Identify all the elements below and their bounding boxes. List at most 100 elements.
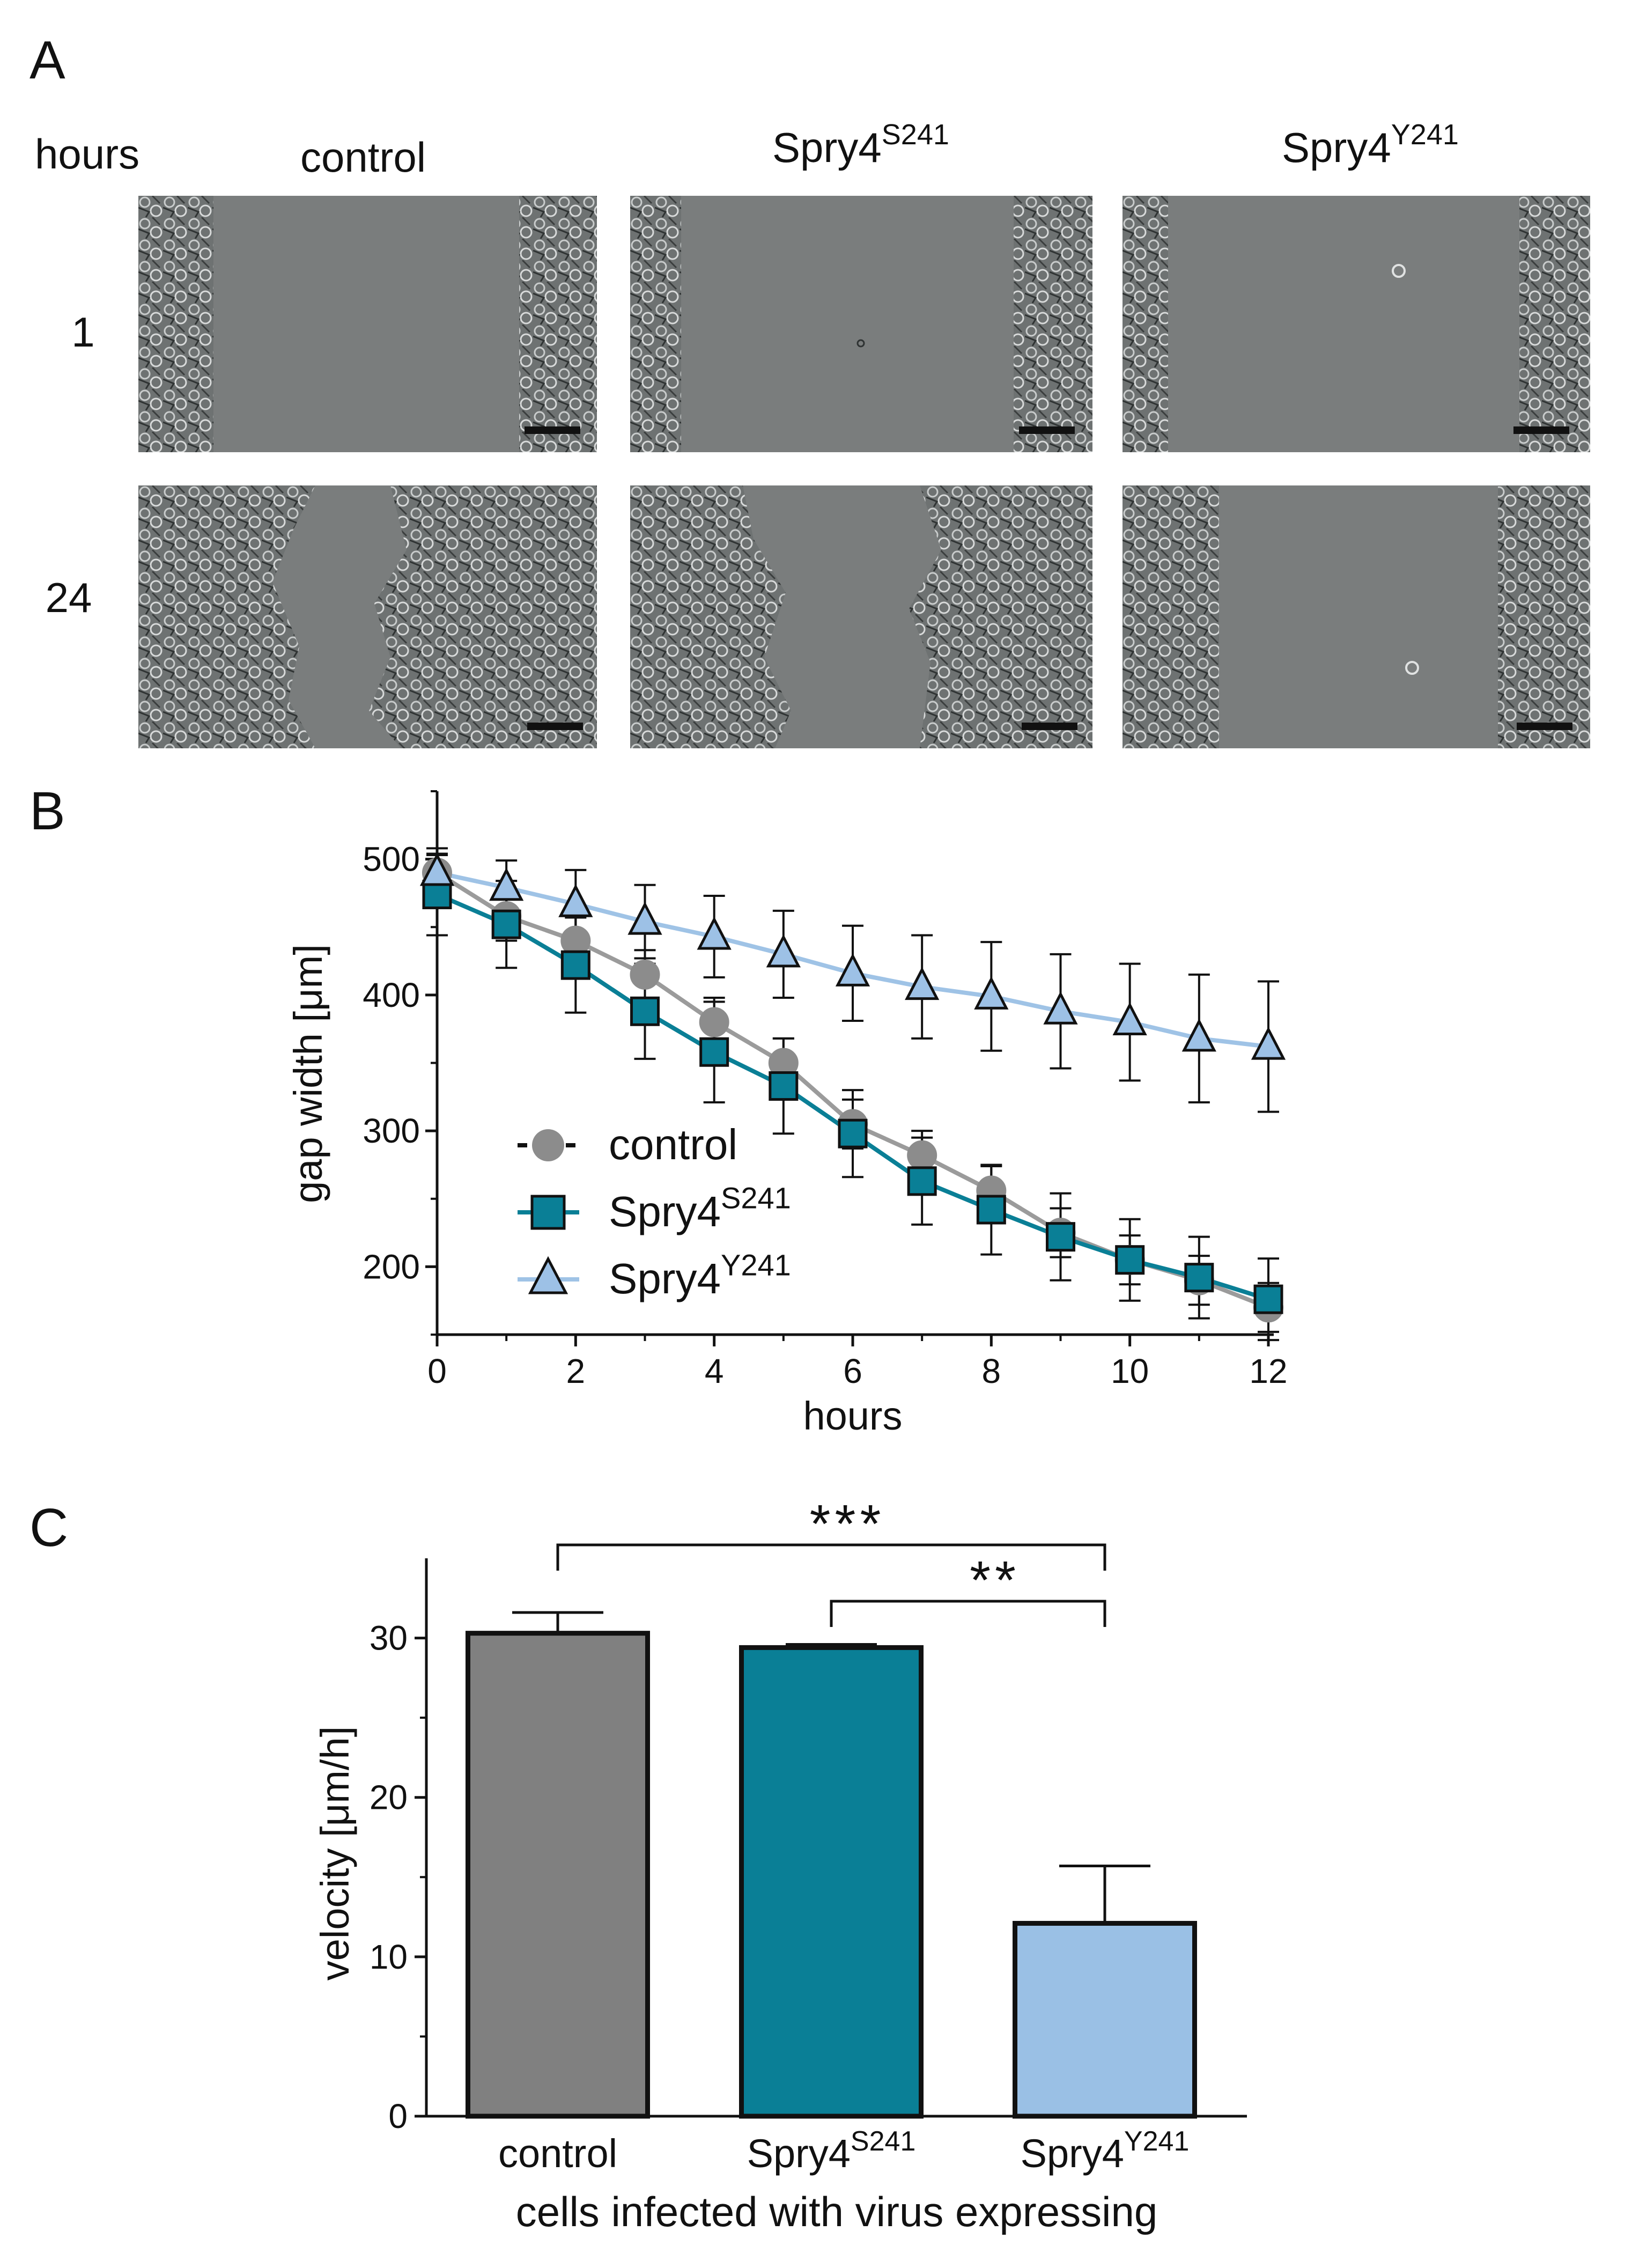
significance-label-1: ** xyxy=(970,1550,1020,1610)
bar-c-1 xyxy=(739,1645,924,2119)
point-y241-2 xyxy=(558,883,593,917)
micrograph-control-1h xyxy=(138,196,597,452)
x-tick-label-b-10: 10 xyxy=(1111,1352,1149,1390)
point-control-5 xyxy=(768,1048,799,1078)
column-header-y241-sup: Y241 xyxy=(1391,119,1459,151)
point-s241-1 xyxy=(491,909,521,939)
scale-bar-control-1h xyxy=(525,426,580,434)
y-tick-label-b-200: 200 xyxy=(363,1247,420,1286)
row-label-24h: 24 xyxy=(45,574,92,621)
point-y241-12 xyxy=(1251,1026,1286,1060)
point-y241-4 xyxy=(697,916,732,950)
series-line-y241 xyxy=(437,871,1269,1049)
column-header-y241: Spry4Y241 xyxy=(1282,120,1459,171)
x-tick-label-b-6: 6 xyxy=(843,1352,862,1390)
point-control-12 xyxy=(1253,1292,1283,1323)
point-s241-9 xyxy=(1046,1222,1075,1252)
point-y241-9 xyxy=(1043,991,1078,1025)
significance-bracket-0 xyxy=(556,1543,1106,1571)
legend-label-control: control xyxy=(609,1121,737,1168)
point-y241-8 xyxy=(974,976,1009,1010)
y-tick-label-c-0: 0 xyxy=(388,2097,408,2136)
x-tick-label-c-0: control xyxy=(498,2131,617,2176)
point-y241-1 xyxy=(489,867,524,901)
x-tick-label-c-1-sup: S241 xyxy=(851,2126,915,2157)
panel-letter-a: A xyxy=(29,30,65,90)
micrograph-control-24h xyxy=(138,485,597,748)
y-tick-label-b-500: 500 xyxy=(363,840,420,879)
legend-marker-y241 xyxy=(528,1256,568,1294)
panel-letter-b: B xyxy=(29,781,65,841)
point-s241-7 xyxy=(907,1166,937,1196)
point-control-0 xyxy=(422,857,452,888)
x-tick-label-c-2-sup: Y241 xyxy=(1124,2126,1189,2157)
x-tick-label-b-12: 12 xyxy=(1249,1352,1287,1390)
column-header-s241: Spry4S241 xyxy=(772,120,949,171)
micrograph-y241-1h-art xyxy=(1123,196,1590,452)
point-y241-6 xyxy=(835,953,870,986)
x-axis-label-b: hours xyxy=(803,1394,902,1438)
micrograph-control-1h-art xyxy=(138,196,597,452)
column-header-control: control xyxy=(300,133,426,178)
point-y241-0 xyxy=(419,852,455,886)
legend-label-control-base: control xyxy=(609,1121,737,1168)
x-tick-label-c-2: Spry4Y241 xyxy=(1021,2126,1190,2176)
point-s241-10 xyxy=(1115,1245,1145,1275)
y-tick-label-c-10: 10 xyxy=(370,1938,408,1976)
legend-label-y241-sup: Y241 xyxy=(721,1248,791,1282)
point-control-8 xyxy=(976,1175,1007,1206)
point-s241-6 xyxy=(838,1118,868,1148)
scale-bar-s241-24h xyxy=(1022,723,1077,730)
micrograph-s241-1h xyxy=(630,196,1092,452)
point-control-9 xyxy=(1045,1218,1076,1248)
point-s241-12 xyxy=(1253,1284,1283,1314)
point-control-6 xyxy=(838,1109,868,1139)
column-header-y241-name: Spry4 xyxy=(1282,124,1391,171)
legend-label-y241-base: Spry4 xyxy=(609,1255,721,1302)
micrograph-s241-1h-art xyxy=(630,196,1092,452)
y-axis-label-b: gap width [μm] xyxy=(286,944,330,1203)
x-tick-label-b-8: 8 xyxy=(982,1352,1001,1390)
point-control-3 xyxy=(630,959,660,990)
panel-letter-c: C xyxy=(29,1498,69,1558)
row-label-1h: 1 xyxy=(71,308,95,356)
point-control-2 xyxy=(560,925,591,956)
x-tick-label-c-2-base: Spry4 xyxy=(1021,2131,1124,2176)
point-s241-8 xyxy=(976,1195,1006,1225)
point-control-4 xyxy=(699,1007,729,1037)
legend-label-s241-sup: S241 xyxy=(721,1181,791,1214)
scale-bar-y241-1h xyxy=(1513,426,1569,434)
point-s241-11 xyxy=(1184,1263,1214,1293)
legend-label-s241-base: Spry4 xyxy=(609,1188,721,1235)
column-header-control-name: control xyxy=(300,134,426,181)
point-s241-0 xyxy=(422,879,452,909)
scale-bar-control-24h xyxy=(527,723,583,730)
column-header-s241-sup: S241 xyxy=(881,119,949,151)
x-axis-label-c: cells infected with virus expressing xyxy=(516,2188,1158,2235)
y-tick-label-c-20: 20 xyxy=(370,1778,408,1817)
legend-label-s241: Spry4S241 xyxy=(609,1181,791,1235)
x-tick-label-c-1-base: Spry4 xyxy=(747,2131,851,2176)
micrograph-s241-24h-art xyxy=(630,485,1092,748)
micrograph-y241-1h xyxy=(1123,196,1590,452)
micrograph-y241-24h-art xyxy=(1123,485,1590,748)
point-control-1 xyxy=(491,901,522,931)
micrograph-y241-24h xyxy=(1123,485,1590,748)
legend-label-y241: Spry4Y241 xyxy=(609,1248,791,1302)
y-tick-label-b-400: 400 xyxy=(363,976,420,1014)
y-tick-label-c-30: 30 xyxy=(370,1619,408,1658)
point-s241-5 xyxy=(769,1071,799,1101)
significance-label-0: *** xyxy=(810,1494,885,1554)
column-header-s241-name: Spry4 xyxy=(772,124,882,171)
x-tick-label-c-1: Spry4S241 xyxy=(747,2126,916,2176)
x-tick-label-c-0-base: control xyxy=(498,2131,617,2176)
legend-marker-s241 xyxy=(530,1195,566,1230)
point-control-11 xyxy=(1184,1265,1214,1295)
x-tick-label-b-2: 2 xyxy=(566,1352,586,1390)
row-header-hours: hours xyxy=(35,130,140,178)
scale-bar-y241-24h xyxy=(1517,723,1572,730)
y-tick-label-b-300: 300 xyxy=(363,1111,420,1150)
point-y241-3 xyxy=(627,901,662,935)
point-y241-10 xyxy=(1112,1002,1147,1036)
point-y241-11 xyxy=(1181,1018,1216,1052)
